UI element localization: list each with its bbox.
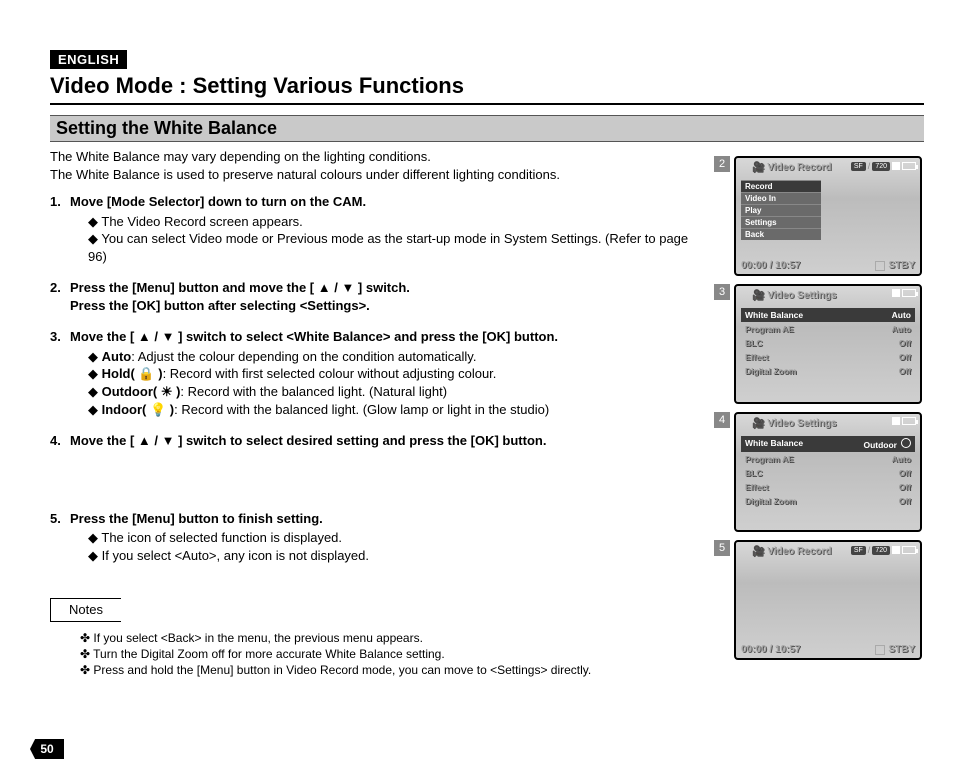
step-bullet: The Video Record screen appears. — [88, 213, 704, 231]
step-bullet: You can select Video mode or Previous mo… — [88, 230, 704, 265]
setting-blc[interactable]: BLCOff — [741, 336, 915, 350]
setting-white-balance[interactable]: White BalanceOutdoor — [741, 436, 915, 452]
quality-badge: SF — [851, 162, 866, 171]
step-1: 1.Move [Mode Selector] down to turn on t… — [50, 193, 704, 265]
step-bullet: Hold( 🔒 ): Record with first selected co… — [88, 365, 704, 383]
screen-title: 🎥 Video Settings — [752, 290, 837, 301]
battery-icon — [902, 417, 916, 425]
step-number: 5. — [50, 510, 70, 528]
stop-icon — [892, 546, 900, 554]
stby-icon — [875, 261, 885, 271]
setting-white-balance[interactable]: White BalanceAuto — [741, 308, 915, 322]
setting-digital-zoom[interactable]: Digital ZoomOff — [741, 494, 915, 508]
screen-title: 🎥 Video Record — [752, 162, 832, 173]
step-3: 3.Move the [ ▲ / ▼ ] switch to select <W… — [50, 328, 704, 418]
language-badge: ENGLISH — [50, 50, 127, 69]
step-heading: Move [Mode Selector] down to turn on the… — [70, 194, 366, 209]
intro-line: The White Balance may vary depending on … — [50, 148, 704, 166]
note-item: If you select <Back> in the menu, the pr… — [80, 630, 704, 646]
menu-list: Record Video In Play Settings Back — [741, 180, 821, 240]
stby-label: STBY — [888, 260, 915, 271]
screenshot-5-row: 5 🎥 Video Record SF / 720 00:00 / 10:57 … — [714, 540, 924, 660]
settings-list: White BalanceAuto Program AEAuto BLCOff … — [741, 308, 915, 378]
resolution-badge: 720 — [872, 162, 890, 171]
note-item: Turn the Digital Zoom off for more accur… — [80, 646, 704, 662]
stby-icon — [875, 645, 885, 655]
screenshots-column: 2 🎥 Video Record SF / 720 Record Video I… — [714, 156, 924, 678]
menu-item-settings[interactable]: Settings — [741, 216, 821, 228]
step-number: 2. — [50, 279, 70, 297]
screenshot-2: 🎥 Video Record SF / 720 Record Video In … — [734, 156, 922, 276]
screenshot-4-row: 4 🎥 Video Settings White BalanceOutdoor … — [714, 412, 924, 532]
section-title: Setting the White Balance — [50, 115, 924, 142]
screenshot-number: 4 — [714, 412, 730, 428]
stop-icon — [892, 289, 900, 297]
screenshot-5: 🎥 Video Record SF / 720 00:00 / 10:57 ST… — [734, 540, 922, 660]
stop-icon — [892, 417, 900, 425]
page-title: Video Mode : Setting Various Functions — [50, 73, 924, 105]
setting-program-ae[interactable]: Program AEAuto — [741, 452, 915, 466]
step-bullet: Auto: Adjust the colour depending on the… — [88, 348, 704, 366]
quality-badge: SF — [851, 546, 866, 555]
battery-icon — [902, 162, 916, 170]
screenshot-3-row: 3 🎥 Video Settings White BalanceAuto Pro… — [714, 284, 924, 404]
outdoor-icon — [901, 438, 911, 448]
step-2: 2.Press the [Menu] button and move the [… — [50, 279, 704, 314]
battery-icon — [902, 546, 916, 554]
screen-title: 🎥 Video Record — [752, 546, 832, 557]
instructions-column: The White Balance may vary depending on … — [50, 148, 704, 678]
time-counter: 00:00 / 10:57 — [741, 260, 801, 271]
setting-effect[interactable]: EffectOff — [741, 480, 915, 494]
step-heading: Move the [ ▲ / ▼ ] switch to select <Whi… — [70, 329, 558, 344]
notes-list: If you select <Back> in the menu, the pr… — [80, 630, 704, 679]
step-number: 4. — [50, 432, 70, 450]
step-5: 5.Press the [Menu] button to finish sett… — [50, 510, 704, 565]
screenshot-4: 🎥 Video Settings White BalanceOutdoor Pr… — [734, 412, 922, 532]
screenshot-number: 5 — [714, 540, 730, 556]
step-4: 4.Move the [ ▲ / ▼ ] switch to select de… — [50, 432, 704, 450]
setting-blc[interactable]: BLCOff — [741, 466, 915, 480]
step-heading: Press the [OK] button after selecting <S… — [70, 297, 704, 315]
stby-label: STBY — [888, 644, 915, 655]
step-bullet: Indoor( 💡 ): Record with the balanced li… — [88, 401, 704, 419]
step-bullet: If you select <Auto>, any icon is not di… — [88, 547, 704, 565]
setting-program-ae[interactable]: Program AEAuto — [741, 322, 915, 336]
step-heading: Press the [Menu] button to finish settin… — [70, 511, 323, 526]
note-item: Press and hold the [Menu] button in Vide… — [80, 662, 704, 678]
screen-title: 🎥 Video Settings — [752, 418, 837, 429]
menu-item-record[interactable]: Record — [741, 180, 821, 192]
page-number: 50 — [30, 739, 64, 759]
settings-list: White BalanceOutdoor Program AEAuto BLCO… — [741, 436, 915, 508]
notes-heading: Notes — [50, 598, 122, 622]
time-counter: 00:00 / 10:57 — [741, 644, 801, 655]
intro-line: The White Balance is used to preserve na… — [50, 166, 704, 184]
step-heading: Press the [Menu] button and move the [ ▲… — [70, 280, 410, 295]
screenshot-3: 🎥 Video Settings White BalanceAuto Progr… — [734, 284, 922, 404]
step-bullet: Outdoor( ☀ ): Record with the balanced l… — [88, 383, 704, 401]
screenshot-number: 2 — [714, 156, 730, 172]
step-heading: Move the [ ▲ / ▼ ] switch to select desi… — [70, 433, 546, 448]
screenshot-number: 3 — [714, 284, 730, 300]
resolution-badge: 720 — [872, 546, 890, 555]
step-number: 1. — [50, 193, 70, 211]
battery-icon — [902, 289, 916, 297]
menu-item-video-in[interactable]: Video In — [741, 192, 821, 204]
screenshot-2-row: 2 🎥 Video Record SF / 720 Record Video I… — [714, 156, 924, 276]
menu-item-play[interactable]: Play — [741, 204, 821, 216]
setting-digital-zoom[interactable]: Digital ZoomOff — [741, 364, 915, 378]
step-bullet: The icon of selected function is display… — [88, 529, 704, 547]
step-number: 3. — [50, 328, 70, 346]
setting-effect[interactable]: EffectOff — [741, 350, 915, 364]
stop-icon — [892, 162, 900, 170]
menu-item-back[interactable]: Back — [741, 228, 821, 240]
